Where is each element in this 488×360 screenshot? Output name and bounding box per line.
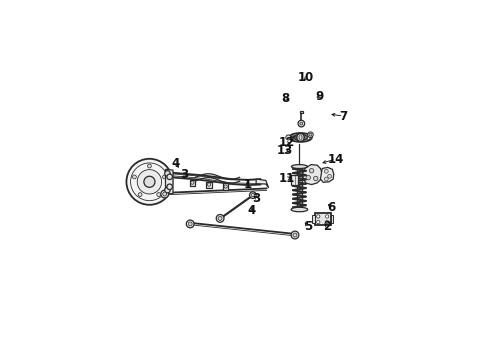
Text: 12: 12 xyxy=(278,136,294,149)
Ellipse shape xyxy=(290,207,307,212)
Circle shape xyxy=(324,169,327,173)
Circle shape xyxy=(285,135,290,140)
Circle shape xyxy=(186,220,194,228)
Circle shape xyxy=(163,192,166,196)
Text: 3: 3 xyxy=(180,168,188,181)
Circle shape xyxy=(299,122,302,125)
Text: 13: 13 xyxy=(276,144,292,157)
Circle shape xyxy=(313,176,317,181)
Circle shape xyxy=(316,215,319,218)
Text: 6: 6 xyxy=(327,201,335,214)
Text: 5: 5 xyxy=(303,220,311,233)
Circle shape xyxy=(166,184,172,190)
Circle shape xyxy=(308,133,311,136)
Polygon shape xyxy=(256,179,268,188)
Text: 7: 7 xyxy=(339,109,347,123)
FancyBboxPatch shape xyxy=(189,180,195,186)
Circle shape xyxy=(249,192,256,198)
Circle shape xyxy=(166,174,172,180)
Circle shape xyxy=(325,220,328,224)
Circle shape xyxy=(164,187,170,193)
Polygon shape xyxy=(302,165,322,185)
FancyBboxPatch shape xyxy=(330,215,333,223)
Circle shape xyxy=(316,220,319,224)
Circle shape xyxy=(224,185,227,188)
Circle shape xyxy=(305,175,310,180)
Text: 4: 4 xyxy=(247,204,256,217)
Text: 1: 1 xyxy=(243,178,251,191)
Circle shape xyxy=(327,174,331,178)
Circle shape xyxy=(137,170,162,194)
Circle shape xyxy=(297,120,304,127)
FancyBboxPatch shape xyxy=(206,181,211,188)
Circle shape xyxy=(324,177,327,181)
Circle shape xyxy=(207,183,210,186)
Ellipse shape xyxy=(288,133,311,142)
Text: 9: 9 xyxy=(315,90,324,103)
Circle shape xyxy=(325,215,328,218)
Text: 11: 11 xyxy=(278,172,294,185)
Circle shape xyxy=(296,134,304,141)
Circle shape xyxy=(190,181,194,184)
Circle shape xyxy=(157,193,161,197)
Circle shape xyxy=(147,164,151,168)
Circle shape xyxy=(162,175,166,179)
Text: 14: 14 xyxy=(327,153,344,166)
Ellipse shape xyxy=(291,165,307,168)
Circle shape xyxy=(290,231,298,239)
Circle shape xyxy=(218,216,222,220)
Circle shape xyxy=(143,176,155,187)
Circle shape xyxy=(138,193,142,197)
Polygon shape xyxy=(320,167,333,183)
FancyBboxPatch shape xyxy=(296,167,301,210)
Circle shape xyxy=(292,233,296,237)
Circle shape xyxy=(126,159,172,205)
FancyBboxPatch shape xyxy=(299,111,303,113)
Circle shape xyxy=(164,171,170,176)
FancyBboxPatch shape xyxy=(311,215,314,223)
FancyBboxPatch shape xyxy=(223,184,228,190)
Circle shape xyxy=(216,215,224,222)
Circle shape xyxy=(309,168,313,173)
Text: 2: 2 xyxy=(322,220,330,233)
Text: 8: 8 xyxy=(281,92,289,105)
FancyBboxPatch shape xyxy=(291,175,297,185)
Circle shape xyxy=(251,193,254,197)
Circle shape xyxy=(307,132,313,138)
Polygon shape xyxy=(165,169,173,194)
Text: 4: 4 xyxy=(171,157,180,170)
Circle shape xyxy=(188,222,192,226)
Text: 10: 10 xyxy=(297,71,313,84)
FancyBboxPatch shape xyxy=(314,213,330,225)
Circle shape xyxy=(161,190,168,198)
Circle shape xyxy=(132,175,136,179)
Text: 3: 3 xyxy=(252,192,260,205)
